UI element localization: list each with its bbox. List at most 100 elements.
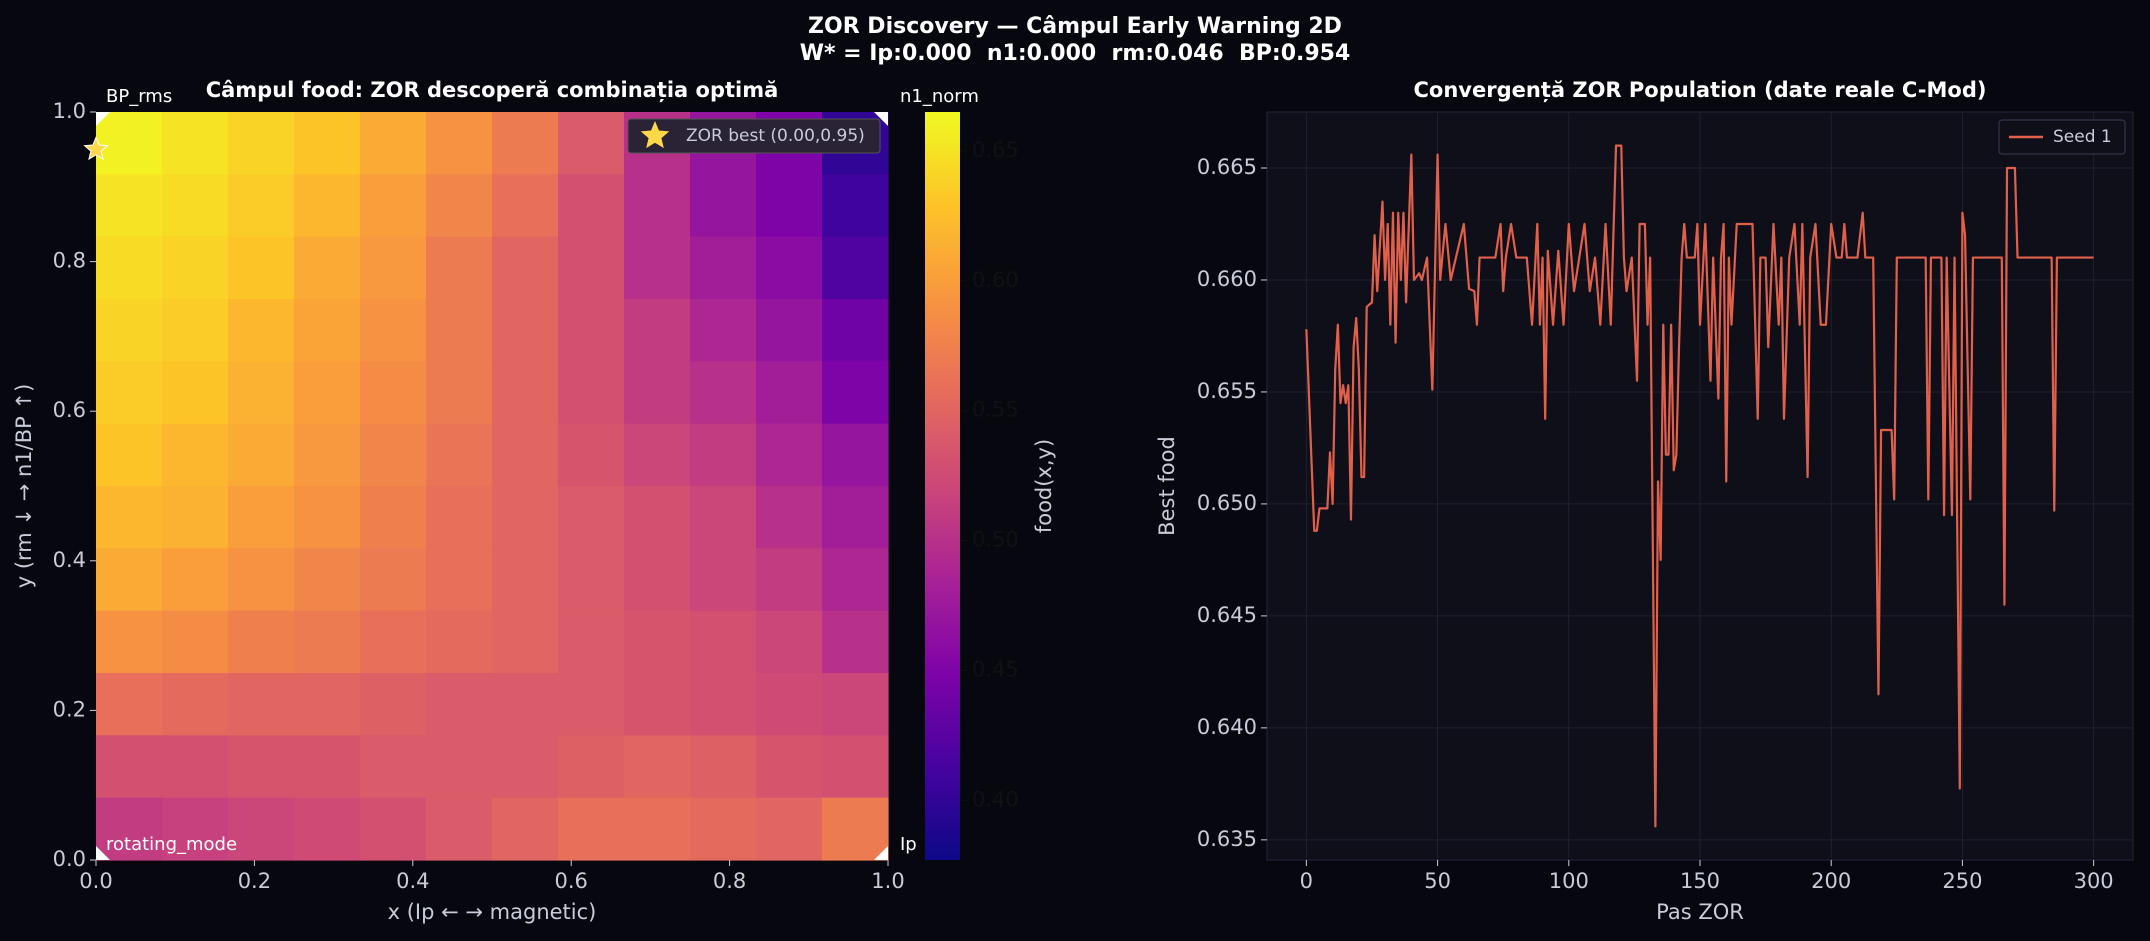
heat-cell — [558, 673, 625, 736]
heat-cell — [492, 112, 559, 175]
heat-cell — [756, 797, 823, 861]
heat-cell — [690, 735, 757, 799]
heat-cell — [558, 486, 625, 549]
heat-cell — [690, 610, 757, 674]
heat-cell — [228, 112, 295, 175]
heat-cell — [426, 610, 493, 674]
heat-cell — [558, 236, 625, 300]
heat-cell — [822, 797, 889, 861]
heat-cell — [228, 174, 295, 238]
heat-cell — [756, 610, 823, 674]
heat-cell — [360, 673, 427, 736]
y-tick-label: 0.6 — [53, 398, 86, 422]
heat-cell — [822, 610, 889, 674]
heat-cell — [96, 236, 163, 300]
heat-cell — [756, 735, 823, 799]
heat-cell — [96, 797, 163, 861]
y-tick-label: 0.665 — [1197, 155, 1257, 179]
heat-cell — [822, 735, 889, 799]
heat-cell — [96, 486, 163, 549]
heat-cell — [624, 673, 691, 736]
colorbar-tick-label: 0.45 — [972, 657, 1019, 681]
heat-cell — [162, 548, 229, 612]
y-tick-label: 1.0 — [53, 99, 86, 123]
heat-cell — [690, 236, 757, 300]
heat-cell — [294, 236, 361, 300]
heat-cell — [624, 423, 691, 487]
heat-cell — [492, 361, 559, 425]
heat-cell — [162, 610, 229, 674]
heat-cell — [558, 299, 625, 362]
y-tick-label: 0.0 — [53, 847, 86, 871]
heat-cell — [294, 735, 361, 799]
heat-cell — [96, 423, 163, 487]
heat-cell — [294, 673, 361, 736]
heat-cell — [228, 361, 295, 425]
heat-cell — [162, 673, 229, 736]
colorbar-tick-label: 0.40 — [972, 787, 1019, 811]
heat-cell — [624, 236, 691, 300]
heat-cell — [756, 361, 823, 425]
y-tick-label: 0.660 — [1197, 267, 1257, 291]
heat-cell — [426, 361, 493, 425]
heat-cell — [822, 673, 889, 736]
heat-cell — [96, 610, 163, 674]
heat-cell — [228, 236, 295, 300]
colorbar-tick-label: 0.55 — [972, 398, 1019, 422]
corner-marker — [96, 846, 110, 860]
heat-cell — [360, 797, 427, 861]
heat-cell — [162, 361, 229, 425]
heat-cell — [162, 299, 229, 362]
y-axis-label: Best food — [1155, 436, 1179, 536]
heat-cell — [360, 486, 427, 549]
suptitle: W* = Ip:0.000 n1:0.000 rm:0.046 BP:0.954 — [800, 41, 1351, 66]
heat-cell — [756, 486, 823, 549]
heat-cell — [624, 548, 691, 612]
heat-cell — [558, 797, 625, 861]
heat-cell — [756, 299, 823, 362]
y-tick-label: 0.640 — [1197, 715, 1257, 739]
heat-cell — [756, 174, 823, 238]
heat-cell — [294, 423, 361, 487]
legend-star — [640, 121, 670, 149]
heat-cell — [624, 610, 691, 674]
heat-cell — [360, 236, 427, 300]
x-tick-label: 300 — [2074, 869, 2114, 893]
legend-label: Seed 1 — [2053, 127, 2112, 147]
heat-cell — [492, 673, 559, 736]
y-tick-label: 0.655 — [1197, 379, 1257, 403]
heat-cell — [624, 735, 691, 799]
heat-cell — [162, 236, 229, 300]
heat-cell — [624, 174, 691, 238]
heat-cell — [162, 797, 229, 861]
heat-cell — [294, 797, 361, 861]
heat-cell — [294, 548, 361, 612]
heat-cell — [690, 486, 757, 549]
heat-cell — [228, 299, 295, 362]
heat-cell — [96, 112, 163, 175]
heat-cell — [426, 797, 493, 861]
heat-cell — [558, 735, 625, 799]
heat-cell — [96, 673, 163, 736]
heat-cell — [96, 299, 163, 362]
y-axis-label: y (rm ↓ → n1/BP ↑) — [12, 384, 36, 589]
x-tick-label: 250 — [1942, 869, 1982, 893]
heat-cell — [426, 548, 493, 612]
heat-cell — [822, 174, 889, 238]
heat-cell — [558, 112, 625, 175]
heat-cell — [558, 174, 625, 238]
heat-cell — [756, 423, 823, 487]
heat-cell — [96, 361, 163, 425]
heat-cell — [426, 673, 493, 736]
heat-cell — [360, 548, 427, 612]
heat-cell — [360, 735, 427, 799]
y-tick-label: 0.2 — [53, 697, 86, 721]
colorbar-tick-label: 0.60 — [972, 268, 1019, 292]
heat-cell — [162, 486, 229, 549]
heat-cell — [426, 486, 493, 549]
heat-cell — [822, 299, 889, 362]
x-tick-label: 0.2 — [238, 869, 271, 893]
colorbar-tick-label: 0.65 — [972, 138, 1019, 162]
heat-cell — [360, 610, 427, 674]
